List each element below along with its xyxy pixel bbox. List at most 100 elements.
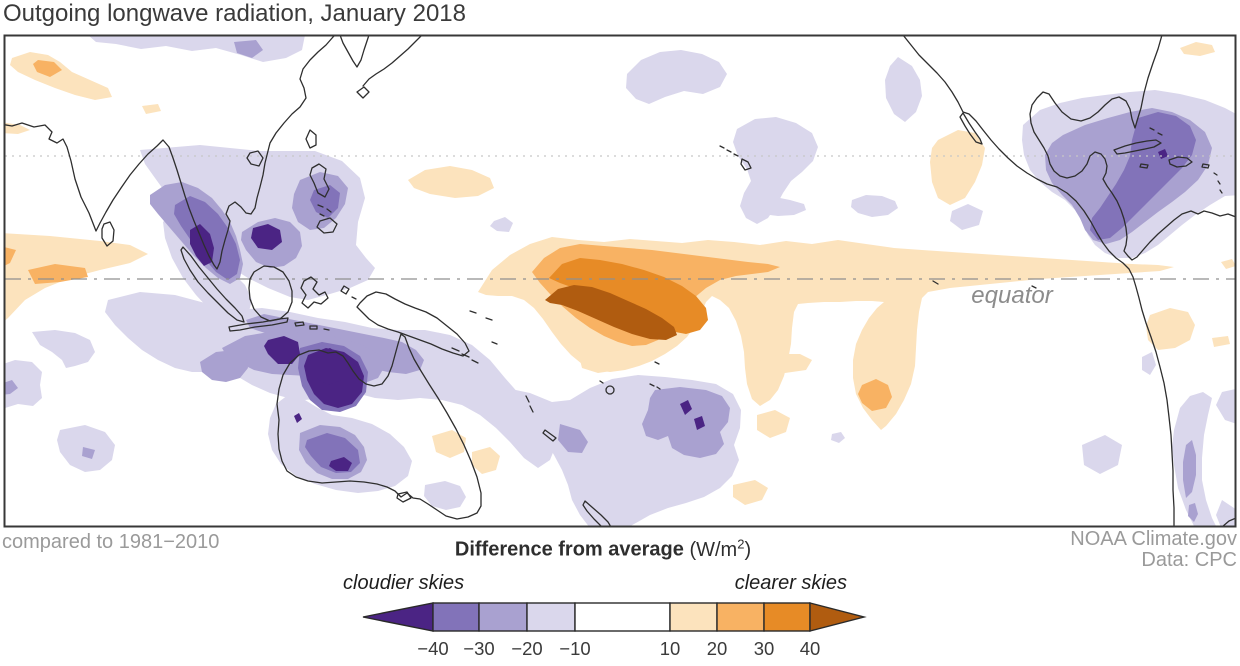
coastline-sumatra [180, 246, 245, 323]
coastline-taiwan [305, 129, 317, 149]
map-frame [3, 34, 1237, 528]
anomaly-contour [1146, 308, 1195, 350]
anomaly-contour [5, 233, 148, 321]
coastline-australia [276, 333, 482, 520]
anomaly-contour [190, 224, 214, 266]
colorbar-ticks: −40 −30 −20 −10 10 20 30 40 [417, 638, 820, 659]
colorbar-segment-neutral [574, 602, 671, 632]
coastline-new-guinea [356, 291, 470, 357]
anomaly-contour [82, 447, 95, 459]
anomaly-contour [1082, 435, 1122, 474]
coastline-new-zealand [582, 500, 612, 526]
anomaly-contour [408, 166, 494, 198]
anomaly-contour [558, 424, 588, 453]
anomaly-contour [1216, 500, 1235, 526]
anomaly-contour [234, 40, 263, 58]
positive-contours-level3 [549, 258, 708, 334]
cloudier-skies-label: cloudier skies [343, 572, 465, 594]
coastline-asia [5, 36, 335, 270]
colorbar-segment-neg30 [478, 602, 528, 632]
colorbar-tick: −40 [417, 638, 448, 659]
anomaly-contour [1183, 440, 1196, 498]
coastline-north-america-pacific [902, 36, 1175, 526]
coastline-jamaica [1139, 163, 1149, 169]
anomaly-contour [329, 457, 352, 471]
coastline-lesser-sunda [294, 321, 330, 331]
anomaly-contour [733, 117, 818, 224]
anomaly-contour [294, 413, 302, 423]
anomaly-contour [858, 379, 892, 411]
colorbar-tick: 10 [660, 638, 681, 659]
colorbar-segment-pos10 [669, 602, 718, 632]
coastline-brazil-corner [1222, 517, 1235, 526]
coastline-visayas [317, 204, 332, 217]
colorbar-tick: −10 [559, 638, 590, 659]
anomaly-contour [142, 104, 161, 114]
anomaly-contour [424, 481, 466, 510]
islands-solomons [451, 347, 479, 364]
anomaly-contour [1188, 503, 1198, 522]
anomaly-contour [626, 50, 727, 104]
coastline-lesser-antilles [1213, 172, 1223, 194]
anomaly-contour [32, 330, 95, 368]
anomaly-contour [432, 430, 466, 458]
clearer-skies-label: clearer skies [734, 572, 847, 594]
colorbar-segment-pos20 [716, 602, 765, 632]
coastline-kyushu [356, 86, 370, 99]
anomaly-contour [33, 60, 62, 77]
anomaly-contour [755, 354, 812, 373]
credit-block: NOAA Climate.gov Data: CPC [1070, 529, 1237, 571]
colorbar-tick: 40 [800, 638, 821, 659]
credit-line: NOAA Climate.gov [1070, 528, 1237, 550]
colorbar-tick: −30 [463, 638, 494, 659]
anomaly-contour [264, 336, 300, 364]
anomaly-contour [545, 285, 677, 340]
anomaly-contour [749, 197, 806, 216]
anomaly-contour [200, 350, 248, 382]
anomaly-contour [757, 410, 790, 438]
legend-units-open: (W/m [689, 538, 738, 561]
coastline-japan [362, 36, 422, 87]
anomaly-contour [885, 57, 922, 122]
anomaly-contour [642, 387, 730, 458]
coastline-luzon [309, 163, 330, 198]
coastline-halmahera [340, 285, 357, 300]
anomaly-contour [1180, 42, 1215, 56]
coastline-borneo [248, 265, 293, 322]
islands-samoa [649, 361, 661, 390]
legend-units-exponent: 2 [737, 536, 745, 551]
colorbar-arrow-left [362, 602, 434, 632]
coastline-korea [339, 36, 370, 68]
anomaly-contour [694, 416, 705, 430]
coastline-bahamas [1149, 127, 1163, 136]
anomaly-contour [1212, 336, 1230, 347]
islands-new-caledonia [542, 429, 557, 442]
coastline-puerto-rico [1201, 163, 1210, 169]
colorbar-tick: −20 [511, 638, 542, 659]
coastline-layer [5, 36, 1235, 526]
anomaly-contour [930, 130, 985, 205]
coastline-galapagos [932, 280, 1037, 289]
anomaly-contour [1221, 259, 1235, 269]
anomaly-contour [10, 52, 112, 100]
anomaly-contour [89, 36, 305, 62]
anomaly-contour [472, 447, 500, 474]
anomaly-contour [5, 360, 42, 408]
anomaly-contour [1142, 352, 1156, 375]
baseline-note: compared to 1981−2010 [2, 531, 220, 553]
page-title: Outgoing longwave radiation, January 201… [3, 0, 466, 27]
colorbar-segment-neg40 [432, 602, 480, 632]
coastline-sri-lanka [101, 221, 115, 247]
anomaly-contour [831, 432, 845, 443]
data-source-line: Data: CPC [1141, 549, 1237, 571]
islands-fiji [599, 380, 615, 395]
coastline-sulawesi [300, 276, 329, 309]
coastline-hispaniola [1168, 156, 1193, 168]
anomaly-contour [5, 380, 18, 395]
legend-units-close: ) [744, 538, 752, 561]
legend-title-text: Difference from average [454, 538, 684, 561]
colorbar-tick: 20 [707, 638, 728, 659]
anomaly-contour [1216, 389, 1235, 424]
anomaly-contour [580, 355, 622, 373]
coastline-cuba [1113, 139, 1162, 155]
